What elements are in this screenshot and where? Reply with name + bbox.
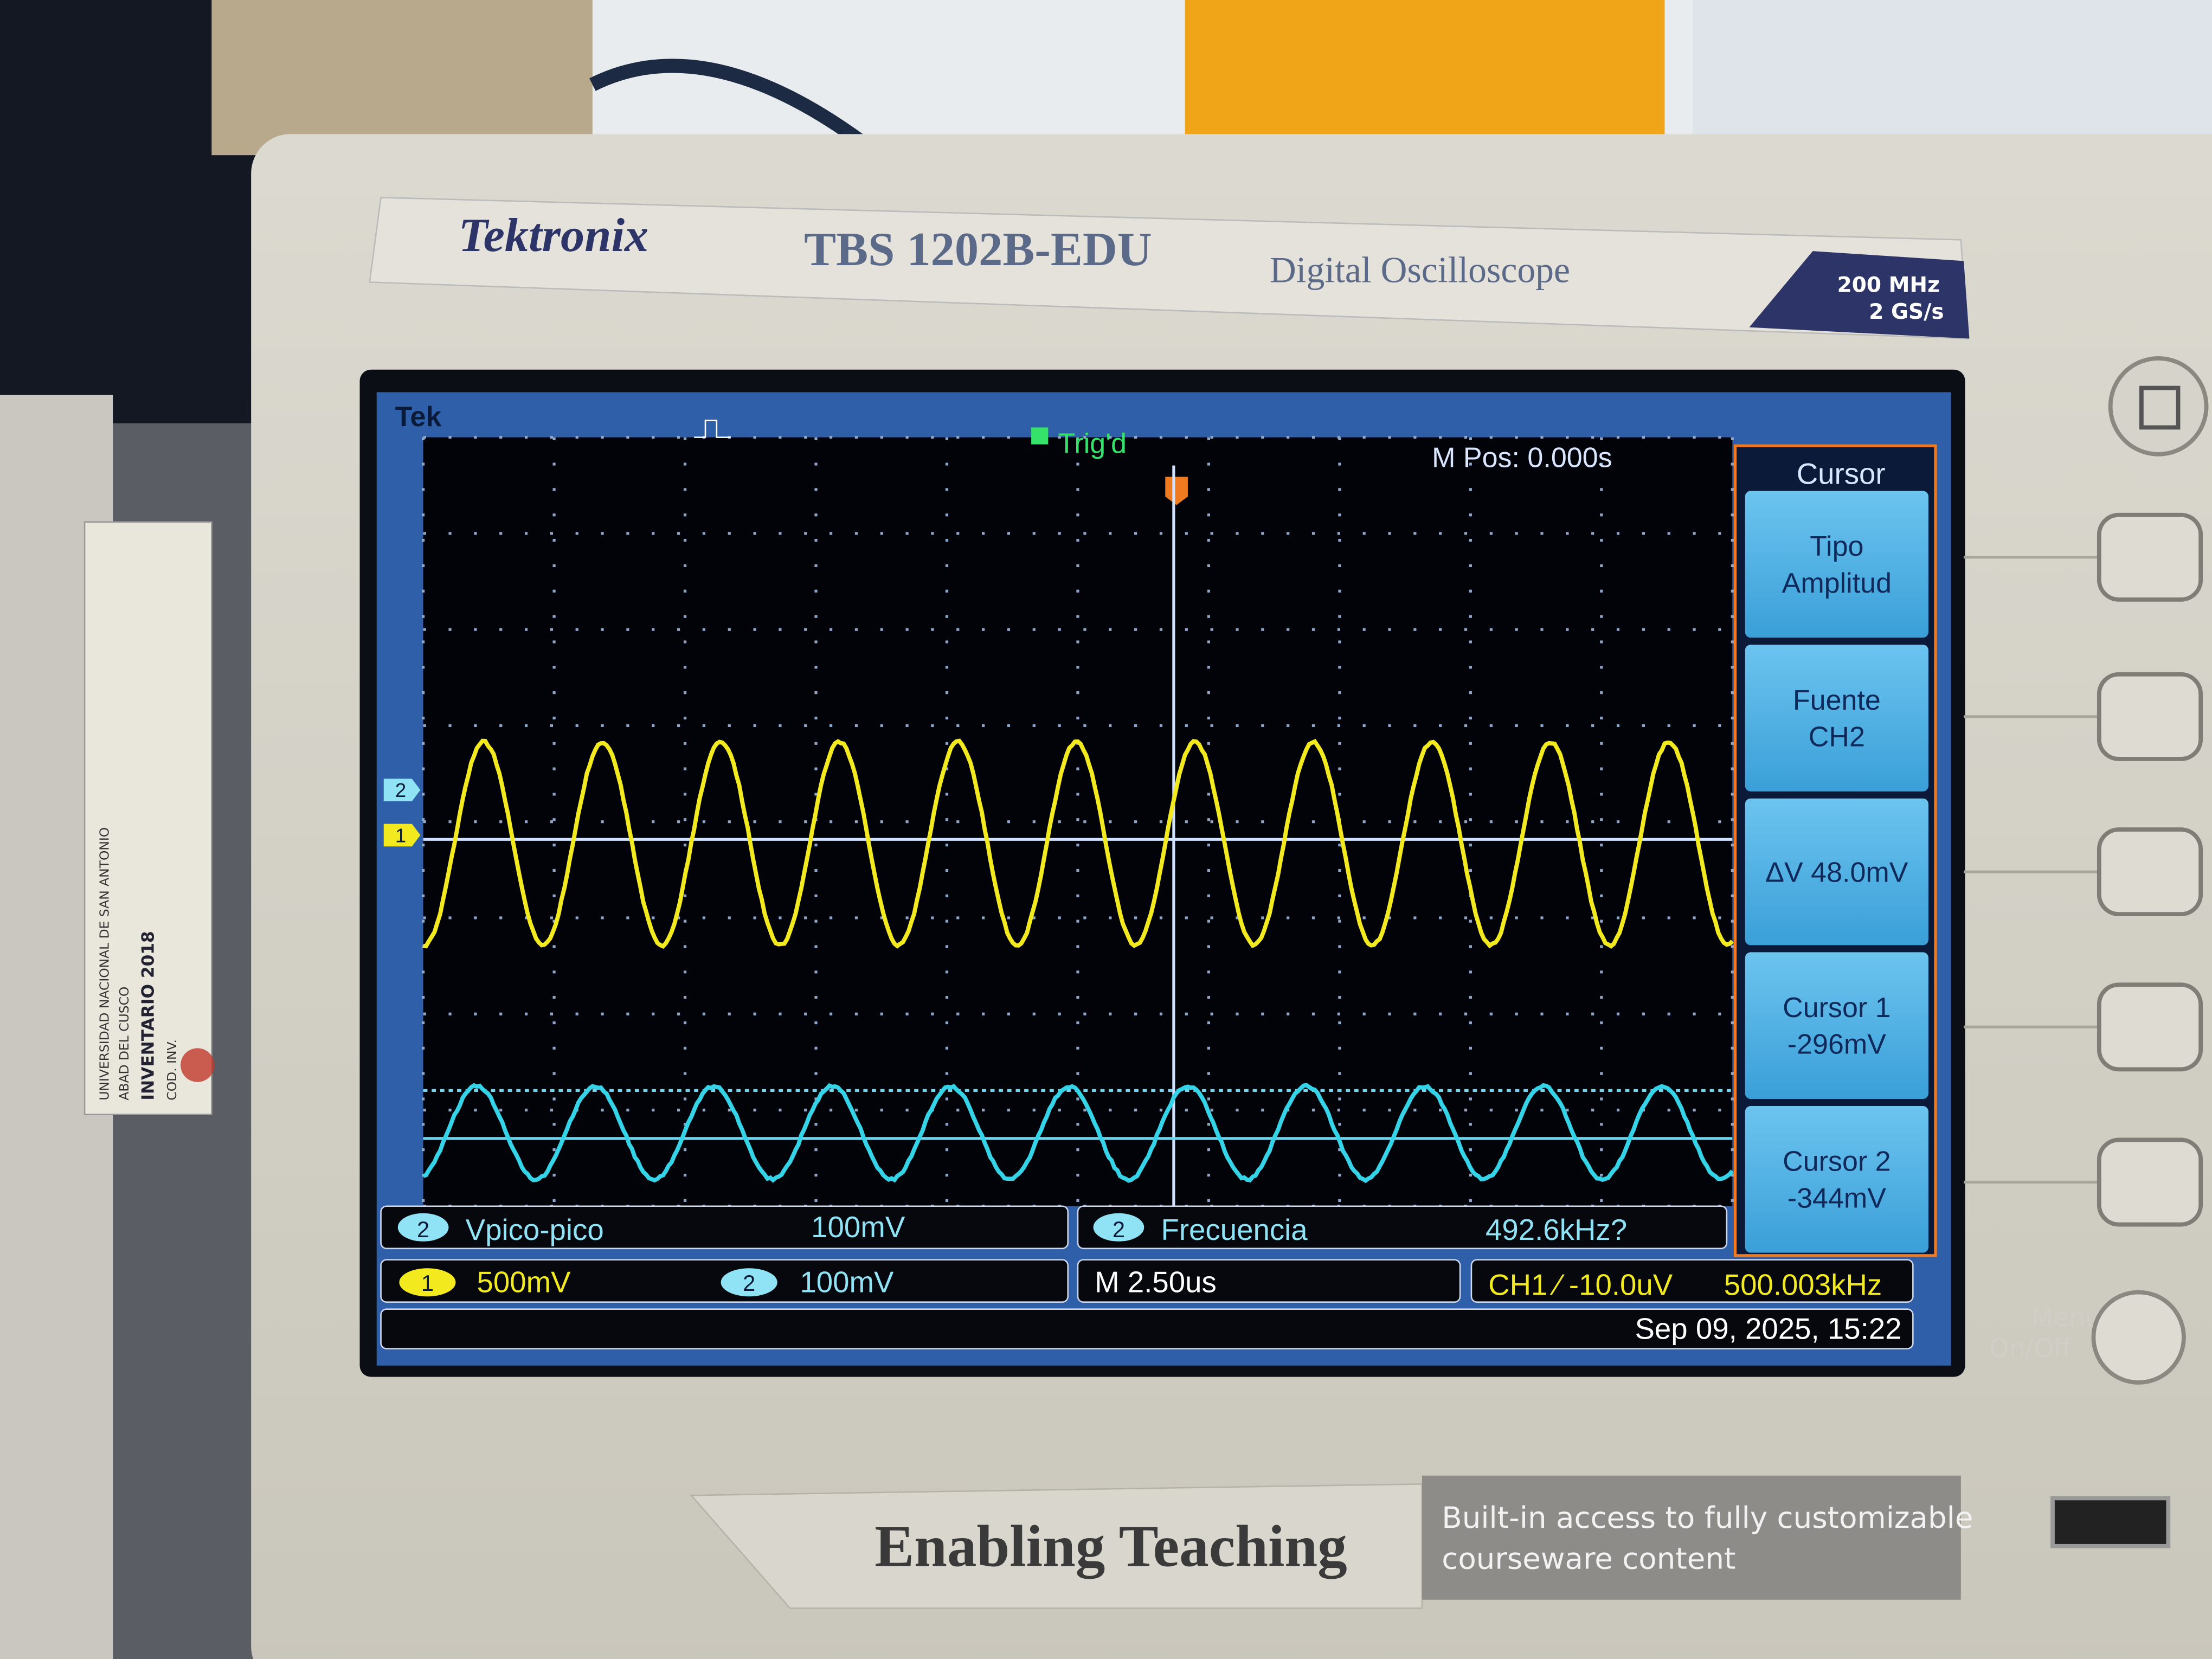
save-button	[2111, 358, 2207, 454]
bezel-button	[2099, 829, 2201, 914]
spec-text: 2 GS/s	[1869, 300, 1944, 324]
menu-item-label: Cursor 2	[1783, 1146, 1891, 1178]
menu-item	[1745, 1106, 1928, 1253]
channel-badge-label: 1	[421, 1270, 434, 1296]
menu-item	[1745, 491, 1928, 638]
menu-button	[2093, 1292, 2184, 1382]
menu-title: Cursor	[1797, 458, 1886, 491]
channel-badge-label: 2	[743, 1270, 755, 1296]
menu-item-label: Amplitud	[1782, 568, 1892, 599]
bezel-button	[2099, 674, 2201, 759]
menu-items: Tipo Amplitud Fuente CH2 ΔV 48.0mV Cursor 1 -2…	[1745, 491, 1928, 1253]
menu-item-label: Tipo	[1810, 531, 1863, 562]
menu-item-label: Cursor 1	[1783, 992, 1891, 1024]
menu-item-label: Fuente	[1793, 685, 1881, 716]
trigger-icon	[1031, 427, 1048, 444]
menu-item-label: ΔV 48.0mV	[1765, 857, 1908, 888]
channel-badge-label: 2	[1113, 1217, 1125, 1242]
slogan: Enabling Teaching	[874, 1513, 1347, 1579]
button-label: On/Off	[1989, 1334, 2072, 1364]
measure-name: Frecuencia	[1161, 1213, 1308, 1246]
menu-item	[1745, 645, 1928, 792]
button-label: Menu	[2031, 1303, 2101, 1333]
sticker-text: COD. INV.	[164, 1039, 179, 1101]
tagline: Built-in access to fully customizable	[1442, 1500, 1973, 1535]
trigger-status: Trig'd	[1058, 428, 1127, 459]
tek-logo: Tek	[395, 401, 442, 433]
brand: Tektronix	[459, 209, 649, 262]
menu-item-label: -296mV	[1787, 1029, 1886, 1060]
ch2-scale: 100mV	[800, 1265, 894, 1298]
bezel-button	[2099, 985, 2201, 1069]
menu-item-label: -344mV	[1787, 1182, 1886, 1214]
m-position: M Pos: 0.000s	[1432, 442, 1612, 473]
ch2-marker-label: 2	[395, 779, 406, 801]
tagline: courseware content	[1442, 1541, 1735, 1576]
ch1-marker-label: 1	[395, 824, 406, 846]
sticker-text: INVENTARIO 2018	[139, 931, 158, 1100]
measure-name: Vpico-pico	[466, 1213, 604, 1246]
timestamp: Sep 09, 2025, 15:22	[1635, 1312, 1901, 1345]
product: Digital Oscilloscope	[1270, 249, 1570, 290]
footer-box	[1422, 1476, 1961, 1600]
trigger-frequency: 500.003kHz	[1724, 1269, 1882, 1302]
sticker-text: UNIVERSIDAD NACIONAL DE SAN ANTONIO	[97, 827, 112, 1101]
sticker-text: ABAD DEL CUSCO	[117, 987, 132, 1101]
menu-item	[1745, 952, 1928, 1099]
sticker-seal	[181, 1048, 214, 1082]
shelf	[211, 0, 593, 155]
measure-value: 492.6kHz?	[1486, 1213, 1627, 1246]
ch1-scale: 500mV	[477, 1265, 571, 1298]
sticker: UNIVERSIDAD NACIONAL DE SAN ANTONIO ABAD…	[85, 522, 214, 1115]
menu-item-label: CH2	[1809, 721, 1865, 753]
channel-badge-label: 2	[417, 1217, 429, 1242]
spec-text: 200 MHz	[1837, 273, 1940, 298]
measure-value: 100mV	[811, 1211, 905, 1244]
usb-port	[2053, 1498, 2168, 1546]
model: TBS 1202B-EDU	[804, 223, 1152, 276]
bezel-button	[2099, 1140, 2201, 1224]
bezel-button	[2099, 515, 2201, 600]
timebase: M 2.50us	[1095, 1265, 1217, 1298]
trigger-setting: CH1 ⁄ -10.0uV	[1488, 1269, 1673, 1302]
